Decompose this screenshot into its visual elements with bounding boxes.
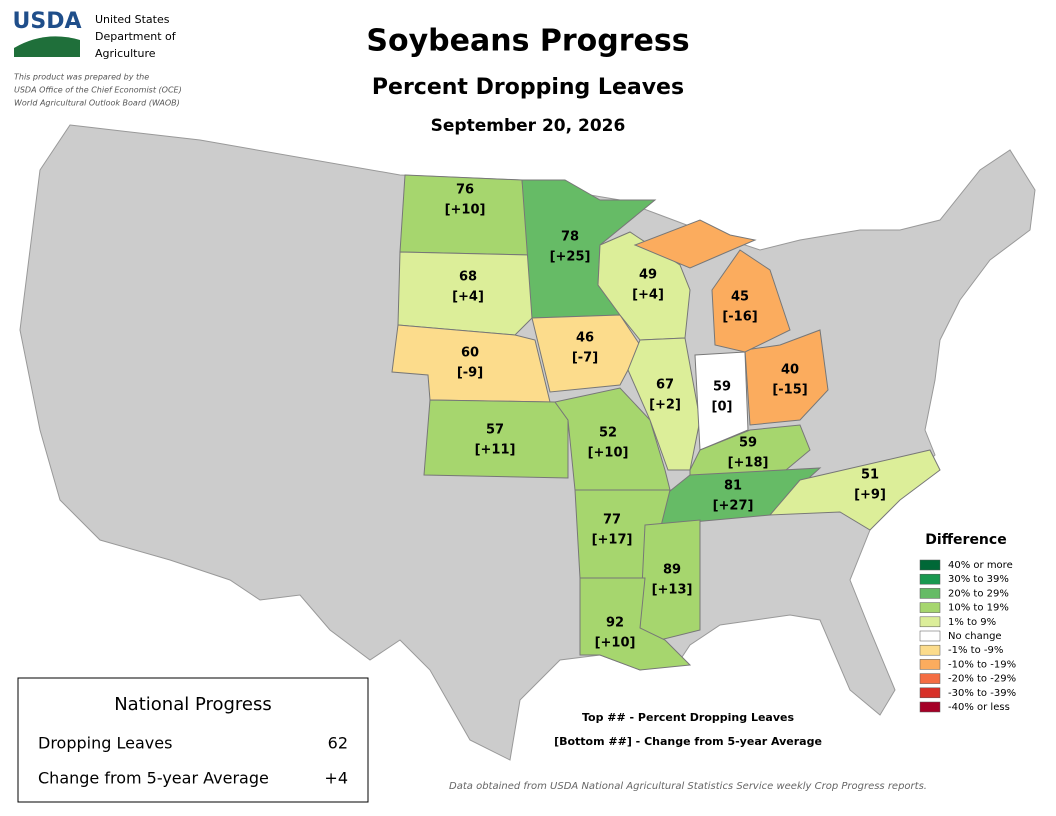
subtitle: Percent Dropping Leaves bbox=[372, 75, 684, 100]
key-line: Top ## - Percent Dropping Leaves bbox=[582, 711, 794, 724]
state-value: 68 bbox=[459, 270, 477, 285]
state bbox=[633, 219, 757, 269]
state bbox=[579, 577, 692, 671]
state-change: [-7] bbox=[572, 351, 598, 366]
state-value: 51 bbox=[861, 468, 879, 483]
agency-line: Department of bbox=[95, 30, 177, 43]
national-value: +4 bbox=[324, 769, 348, 788]
state-value: 77 bbox=[603, 513, 621, 528]
legend: Difference 40% or more 30% to 39% 20% to 29… bbox=[919, 532, 1016, 713]
state bbox=[397, 251, 533, 336]
state-change: [+13] bbox=[652, 583, 693, 598]
legend-swatch bbox=[919, 616, 941, 628]
legend-label: 20% to 29% bbox=[948, 588, 1009, 599]
state-change: [+25] bbox=[550, 250, 591, 265]
state-change: [+11] bbox=[475, 443, 516, 458]
state-value: 81 bbox=[724, 479, 742, 494]
national-value: 62 bbox=[328, 734, 348, 753]
legend-label: -40% or less bbox=[948, 702, 1010, 713]
state-change: [+2] bbox=[649, 398, 681, 413]
state-value: 45 bbox=[731, 290, 749, 305]
national-title: National Progress bbox=[114, 694, 272, 715]
state bbox=[554, 387, 671, 491]
state-change: [0] bbox=[712, 400, 733, 415]
state bbox=[423, 399, 569, 479]
state-value: 52 bbox=[599, 426, 617, 441]
legend-swatch bbox=[919, 644, 941, 656]
legend-swatch bbox=[919, 602, 941, 613]
legend-swatch bbox=[919, 701, 941, 713]
source: Data obtained from USDA National Agricul… bbox=[449, 781, 927, 792]
logo-swoosh bbox=[14, 36, 80, 57]
title: Soybeans Progress bbox=[366, 24, 689, 59]
state-change: [+10] bbox=[588, 446, 629, 461]
legend-label: 40% or more bbox=[948, 560, 1013, 571]
state-value: 92 bbox=[606, 616, 624, 631]
legend-label: -1% to -9% bbox=[948, 645, 1003, 656]
state-change: [-9] bbox=[457, 366, 483, 381]
state-change: [-16] bbox=[722, 310, 757, 325]
state-value: 76 bbox=[456, 183, 474, 198]
state-change: [+4] bbox=[632, 288, 664, 303]
state-change: [+17] bbox=[592, 533, 633, 548]
legend-label: -20% to -29% bbox=[948, 674, 1016, 685]
legend-swatch bbox=[919, 559, 941, 571]
state-value: 59 bbox=[739, 436, 757, 451]
legend-swatch bbox=[919, 673, 941, 684]
note-line: USDA Office of the Chief Economist (OCE) bbox=[14, 86, 182, 95]
legend-swatch bbox=[919, 630, 941, 642]
state bbox=[711, 249, 791, 353]
state-change: [+27] bbox=[713, 499, 754, 514]
legend-swatch bbox=[919, 687, 941, 699]
national-label: Dropping Leaves bbox=[38, 734, 172, 753]
agency-line: Agriculture bbox=[95, 47, 156, 60]
date: September 20, 2026 bbox=[431, 116, 626, 136]
state-value: 46 bbox=[576, 331, 594, 346]
legend-label: -10% to -19% bbox=[948, 659, 1016, 670]
state bbox=[694, 351, 749, 451]
legend-swatch bbox=[919, 588, 941, 599]
legend-label: No change bbox=[948, 631, 1002, 642]
state bbox=[744, 329, 829, 426]
note-line: World Agricultural Outlook Board (WAOB) bbox=[14, 99, 180, 108]
national-box bbox=[17, 677, 369, 803]
legend-label: -30% to -39% bbox=[948, 688, 1016, 699]
states: 76 [+10] 68 [+4] 60 [-9] 57 [+11] 78 [+25] 46 [-7] 5… bbox=[391, 174, 941, 671]
legend-label: 10% to 19% bbox=[948, 603, 1009, 614]
state-value: 49 bbox=[639, 268, 657, 283]
state-change: [+4] bbox=[452, 290, 484, 305]
logo-text: USDA bbox=[13, 9, 82, 34]
agency-line: United States bbox=[95, 13, 170, 26]
legend-label: 30% to 39% bbox=[948, 574, 1009, 585]
note-line: This product was prepared by the bbox=[14, 73, 149, 82]
state-change: [+10] bbox=[595, 636, 636, 651]
state-value: 59 bbox=[713, 380, 731, 395]
state-value: 57 bbox=[486, 423, 504, 438]
legend-label: 1% to 9% bbox=[948, 617, 996, 628]
legend-swatch bbox=[919, 573, 941, 585]
state bbox=[639, 519, 701, 641]
legend-swatch bbox=[919, 659, 941, 670]
national-label: Change from 5-year Average bbox=[38, 769, 269, 788]
state-value: 89 bbox=[663, 563, 681, 578]
state bbox=[627, 337, 701, 471]
legend-title: Difference bbox=[925, 532, 1006, 548]
state-value: 78 bbox=[561, 230, 579, 245]
state-change: [-15] bbox=[772, 383, 807, 398]
state bbox=[768, 449, 941, 531]
state-value: 40 bbox=[781, 363, 799, 378]
state-value: 60 bbox=[461, 346, 479, 361]
state-change: [+10] bbox=[445, 203, 486, 218]
state-change: [+9] bbox=[854, 488, 886, 503]
state-change: [+18] bbox=[728, 456, 769, 471]
state-value: 67 bbox=[656, 378, 674, 393]
key-line: [Bottom ##] - Change from 5-year Average bbox=[554, 735, 822, 748]
